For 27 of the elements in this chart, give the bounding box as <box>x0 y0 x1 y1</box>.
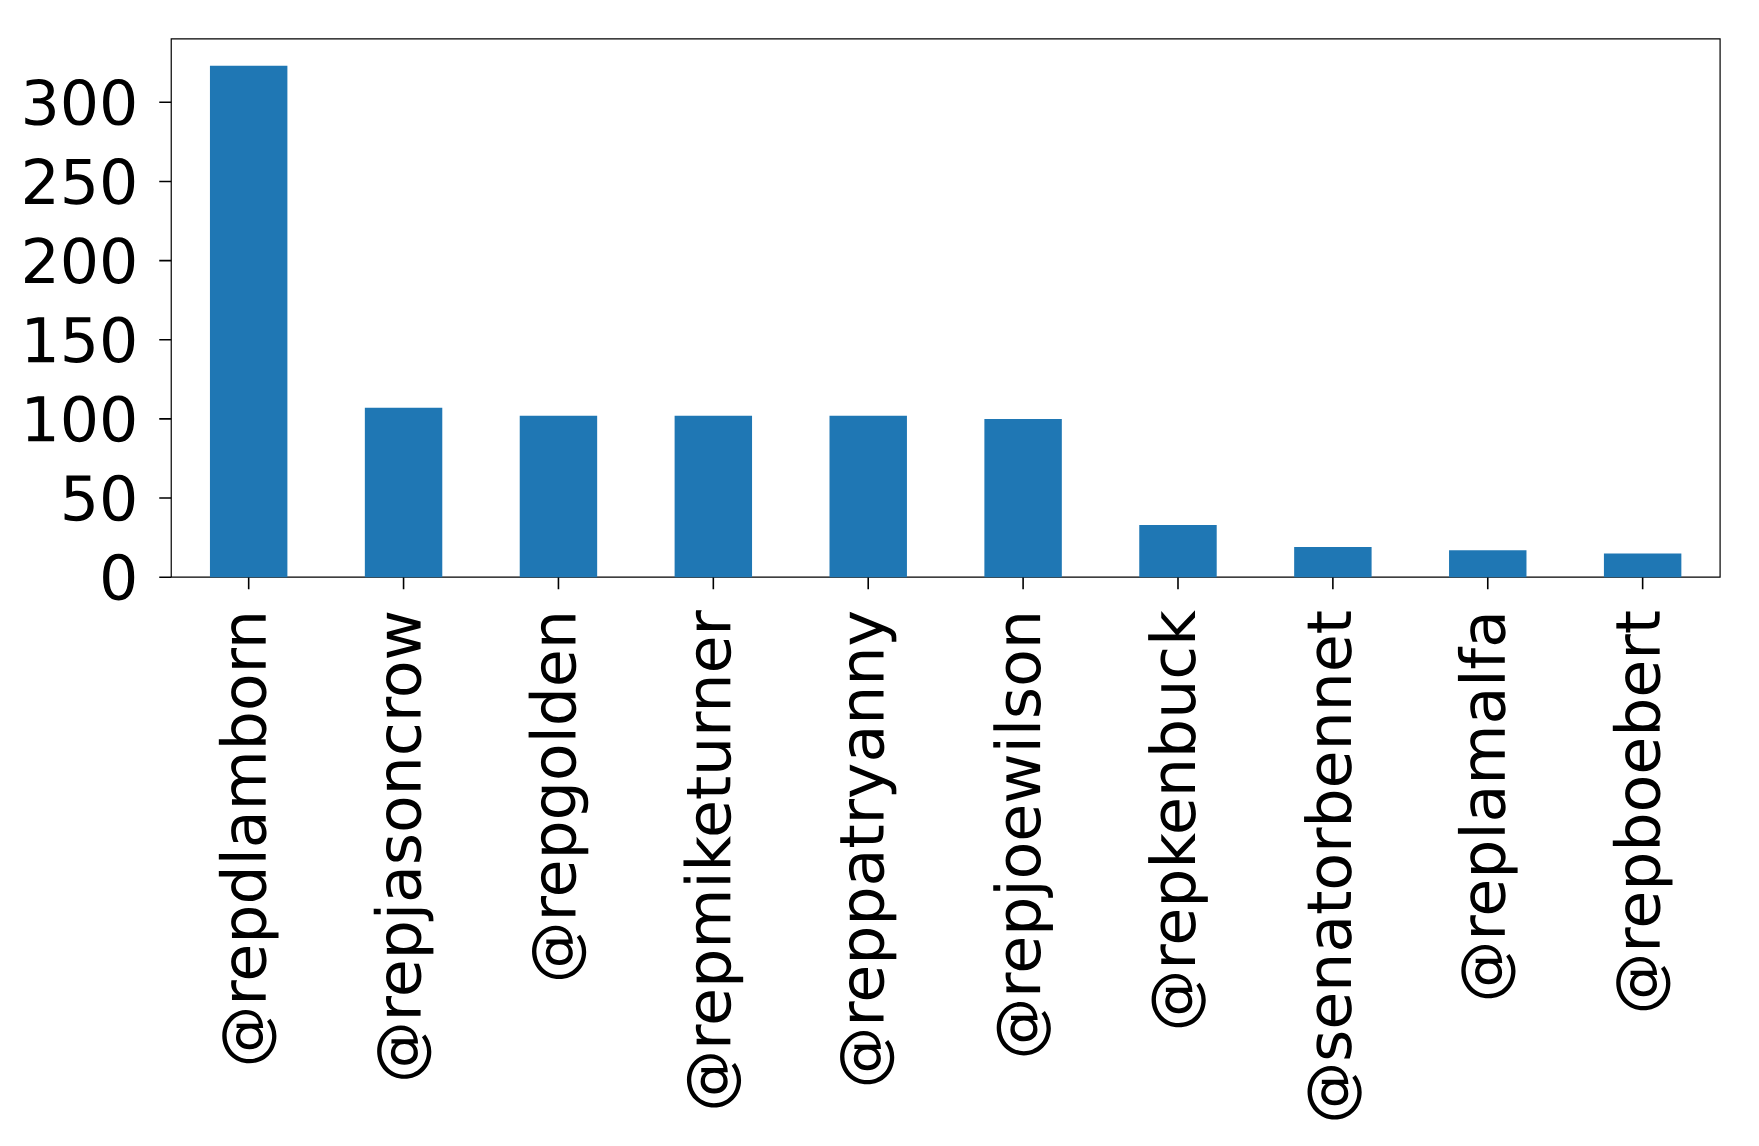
x-tick-label: @repboebert <box>1612 611 1673 1011</box>
x-tick-label: @repmiketurner <box>683 609 744 1108</box>
x-tick-label: @reppatryanny <box>840 611 897 1085</box>
bar <box>1294 546 1372 577</box>
bar <box>209 65 288 577</box>
x-tick-label: @senatorbennet <box>1304 611 1362 1120</box>
y-tick-label: 100 <box>27 395 135 443</box>
x-tick-label: @repdlamborn <box>218 615 279 1064</box>
bar <box>1449 550 1527 577</box>
y-tick-label: 200 <box>25 237 135 284</box>
bar <box>1139 524 1217 577</box>
bar <box>519 415 598 577</box>
bar <box>674 415 753 577</box>
bar <box>984 418 1062 577</box>
y-tick-label: 0 <box>103 553 135 601</box>
bar <box>1603 553 1682 577</box>
bar <box>829 415 907 577</box>
x-tick-label: @replamalfa <box>1457 615 1518 999</box>
x-tick-label: @repkenbuck <box>1148 610 1208 1028</box>
y-tick-label: 250 <box>25 157 135 205</box>
y-tick-label: 150 <box>27 316 135 363</box>
bar <box>364 407 443 577</box>
x-tick-label: @repjasoncrow <box>373 612 434 1079</box>
x-tick-label: @repgolden <box>528 615 589 979</box>
y-tick-label: 300 <box>25 78 135 126</box>
x-tick-label: @repjoewilson <box>993 615 1053 1056</box>
y-tick-label: 50 <box>64 474 135 522</box>
